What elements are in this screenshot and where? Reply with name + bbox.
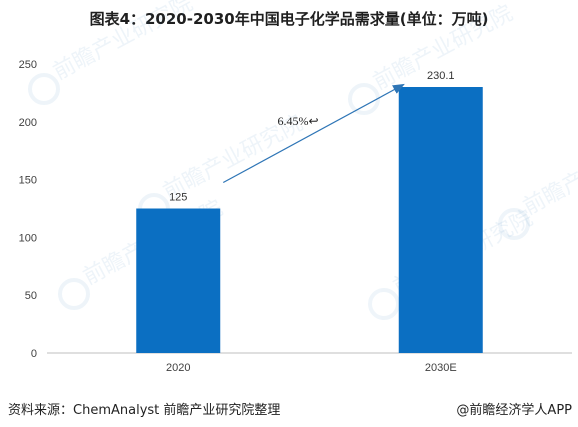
bar [398,87,483,354]
y-tick-label: 150 [19,175,37,187]
growth-arrow [222,83,405,184]
growth-rate-label: 6.45%↩ [277,114,318,128]
y-tick-label: 0 [31,348,37,360]
bar-value-label: 125 [169,192,187,204]
svg-text:前瞻产业研究院: 前瞻产业研究院 [519,126,578,220]
watermark-layer: 前瞻产业研究院前瞻产业研究院前瞻产业研究院前瞻产业研究院前瞻产业研究院前瞻产业研… [28,0,578,320]
y-tick-label: 50 [25,290,37,302]
x-axis: 2020 2030E [166,362,457,374]
chart-title: 图表4：2020-2030年中国电子化学品需求量(单位：万吨) [89,10,489,28]
source-note: 资料来源：ChemAnalyst 前瞻产业研究院整理 [8,403,281,418]
y-axis: 0 50 100 150 200 250 [19,59,37,360]
credit-note: @前瞻经济学人APP [456,403,572,418]
watermark: 前瞻产业研究院 [28,0,197,105]
y-tick-label: 200 [19,117,37,129]
y-tick-label: 250 [19,59,37,71]
x-tick-label: 2020 [166,362,190,374]
svg-text:前瞻产业研究院: 前瞻产业研究院 [49,0,197,85]
bar-value-label: 230.1 [427,70,455,82]
y-tick-label: 100 [19,232,37,244]
x-tick-label: 2030E [425,362,457,374]
bar-series: 125 230.1 [136,70,483,354]
growth-annotation: 6.45%↩ [222,83,405,184]
bar [136,208,221,353]
